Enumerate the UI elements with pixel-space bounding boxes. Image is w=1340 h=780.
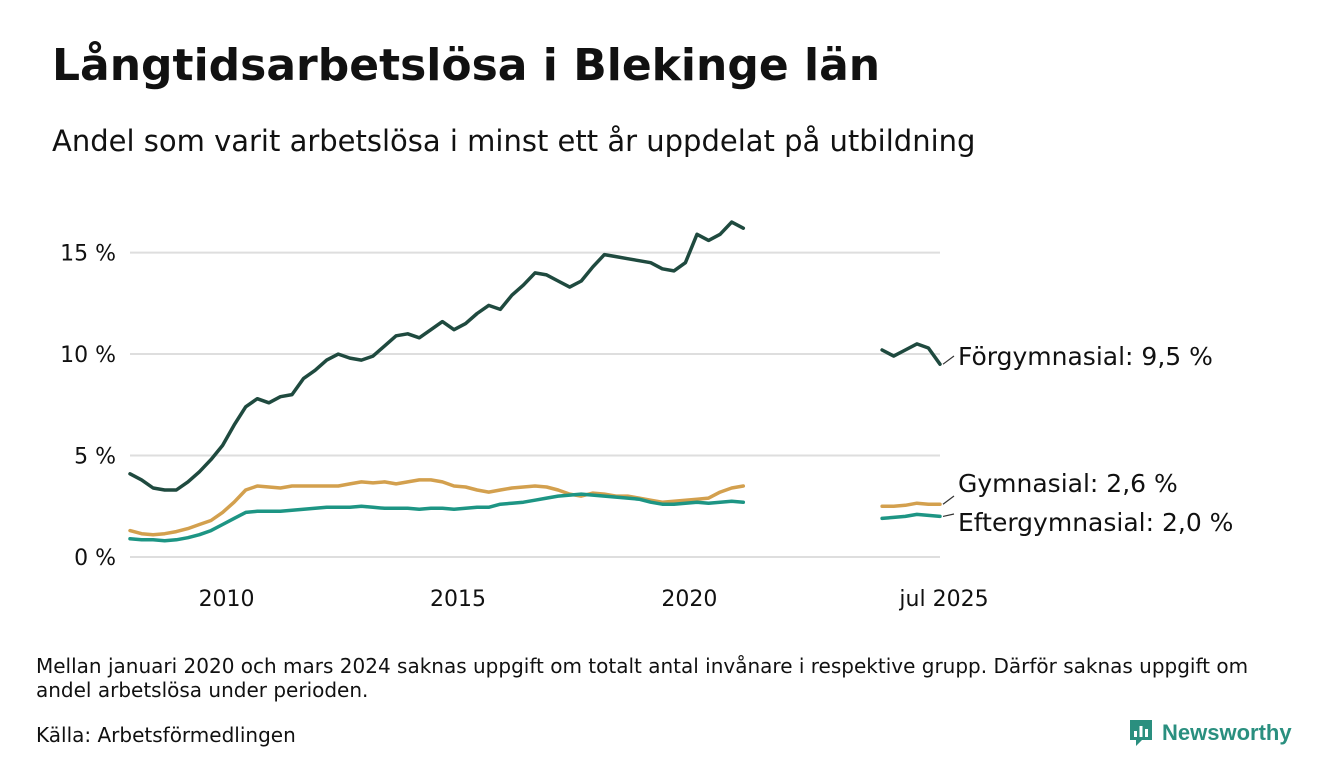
y-tick-label: 10 % <box>60 343 116 368</box>
line-chart: 0 % 5 % 10 % 15 % 2010 2015 2020 jul 2025 Förg… <box>60 220 1233 612</box>
series-line <box>128 220 746 492</box>
newsworthy-logo-icon <box>1130 720 1152 746</box>
label-connector <box>942 495 955 505</box>
x-tick-label: 2010 <box>199 587 255 612</box>
footnote: Mellan januari 2020 och mars 2024 saknas… <box>36 654 1249 702</box>
x-tick-label: jul 2025 <box>898 587 988 612</box>
series-line <box>128 492 746 543</box>
y-axis-tick-labels: 0 % 5 % 10 % 15 % <box>60 242 116 571</box>
gridlines <box>130 251 940 558</box>
series-end-label: Gymnasial: 2,6 % <box>958 469 1178 498</box>
brand-logo[interactable]: Newsworthy <box>1128 718 1292 748</box>
brand-name: Newsworthy <box>1162 720 1292 745</box>
label-connector <box>942 513 955 517</box>
series-end-label: Eftergymnasial: 2,0 % <box>958 508 1233 537</box>
chart-title: Långtidsarbetslösa i Blekinge län <box>52 40 881 91</box>
series-end-labels: Förgymnasial: 9,5 % Gymnasial: 2,6 % Efter… <box>942 342 1233 537</box>
x-tick-label: 2015 <box>430 587 486 612</box>
y-tick-label: 15 % <box>60 242 116 267</box>
chart-subtitle: Andel som varit arbetslösa i minst ett å… <box>52 124 976 158</box>
series-end-label: Förgymnasial: 9,5 % <box>958 342 1213 371</box>
x-tick-label: 2020 <box>661 587 717 612</box>
series-line <box>880 501 942 509</box>
x-axis-tick-labels: 2010 2015 2020 jul 2025 <box>199 587 989 612</box>
label-connector <box>942 355 955 365</box>
source-text: Källa: Arbetsförmedlingen <box>36 723 296 747</box>
series-line <box>880 342 942 366</box>
y-tick-label: 5 % <box>74 445 116 470</box>
series-lines <box>128 220 942 543</box>
y-tick-label: 0 % <box>74 546 116 571</box>
series-line <box>880 512 942 521</box>
